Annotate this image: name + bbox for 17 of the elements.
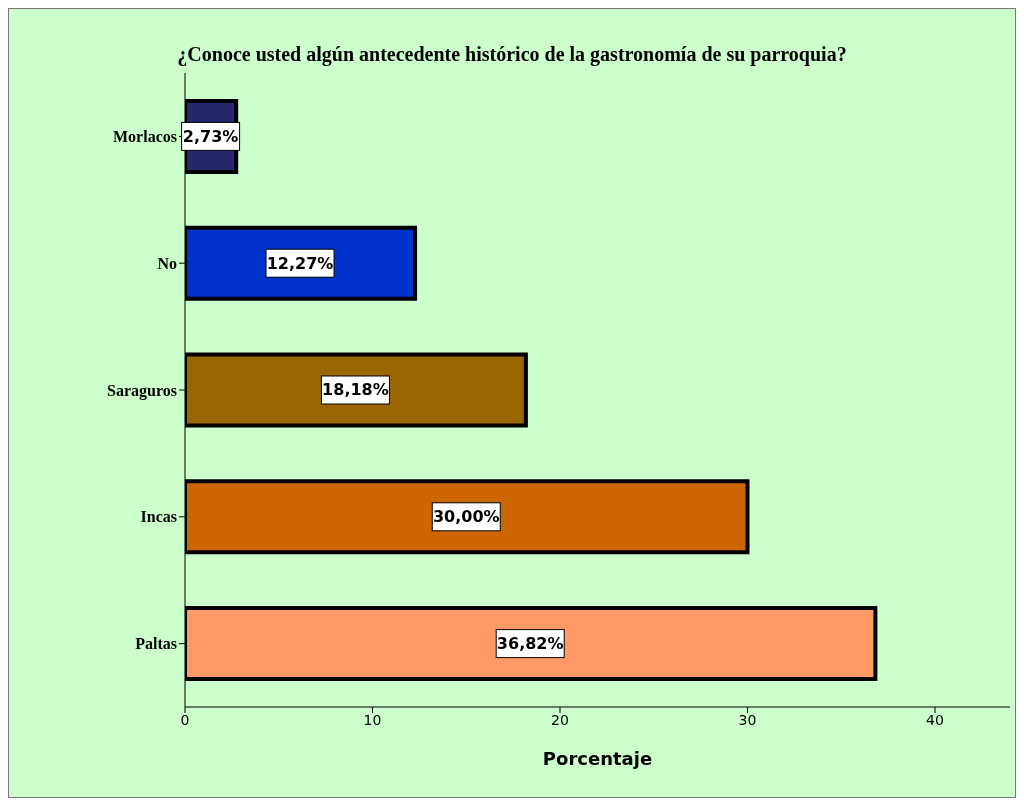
y-tick-label: Saraguros [107,381,177,400]
x-tick-label: 30 [738,711,757,728]
x-tick-label: 10 [363,711,382,728]
chart-title: ¿Conoce usted algún antecedente histórico de la gastronomía de su parroquia? [176,43,848,66]
y-tick-label: Morlacos [113,128,177,146]
data-label: 12,27% [266,253,334,273]
data-label: 2,73% [182,126,239,146]
y-tick-label: Paltas [135,635,177,653]
x-tick-label: 20 [551,711,569,728]
y-tick-label: No [157,254,177,272]
x-axis-title: Porcentaje [542,748,653,769]
data-label: 36,82% [496,634,564,654]
x-tick-label: 40 [926,711,944,728]
x-tick-label: 0 [180,711,190,728]
data-label: 18,18% [322,380,389,400]
y-tick-label: Incas [140,508,177,526]
data-label: 30,00% [432,507,500,527]
